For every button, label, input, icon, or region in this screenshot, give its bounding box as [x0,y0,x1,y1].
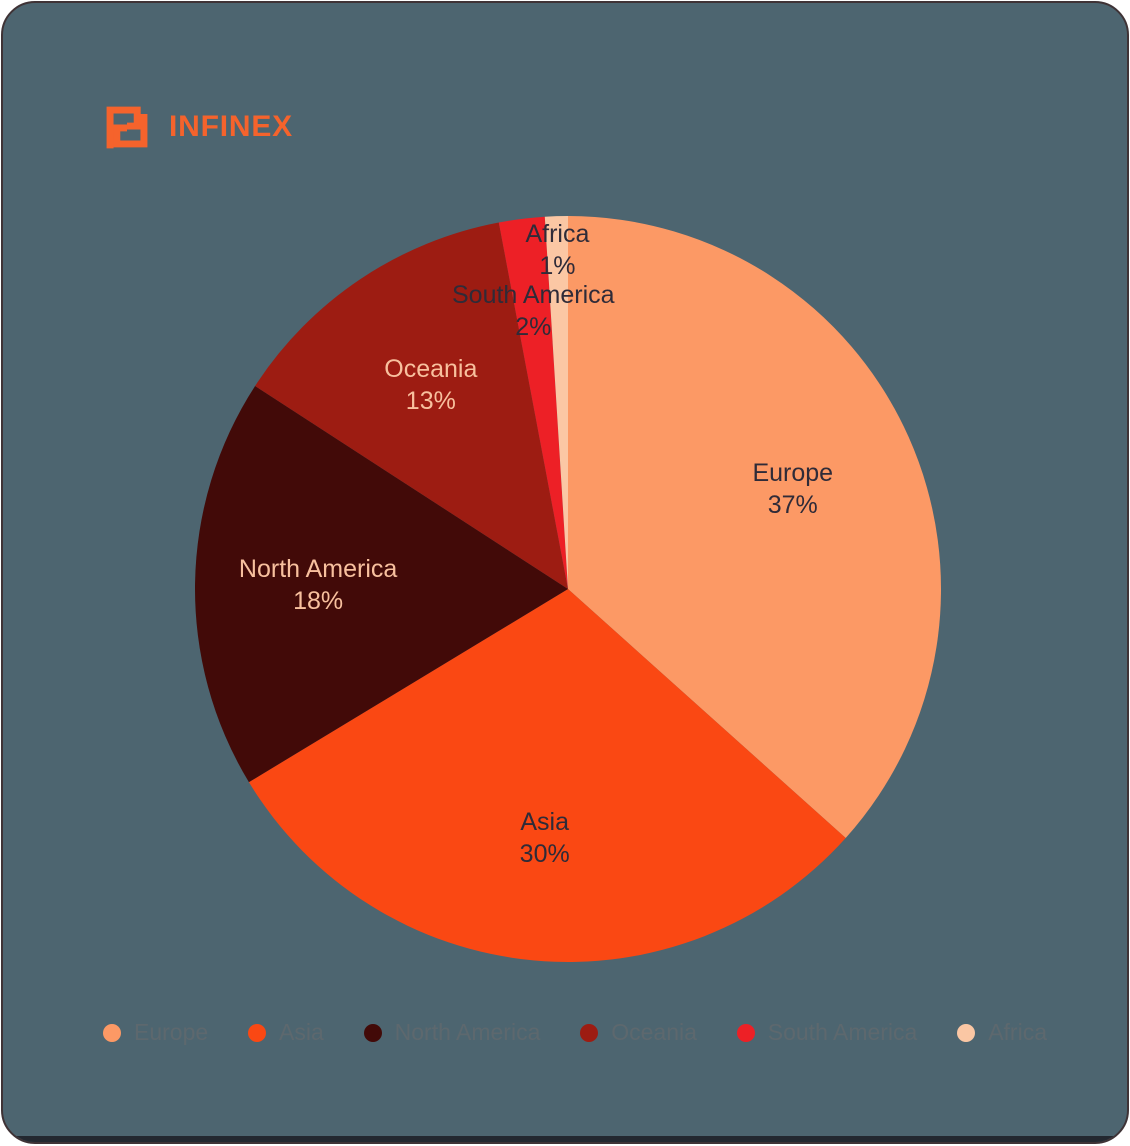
pie-slice-north-america[interactable] [194,386,568,783]
legend-item-africa[interactable]: Africa [957,1019,1047,1046]
pie-slice-africa[interactable] [544,216,568,589]
legend-item-north-america[interactable]: North America [363,1019,541,1046]
legend-dot-africa [957,1023,976,1042]
pie-svg [194,216,941,962]
legend-dot-oceania [580,1023,599,1042]
legend-label: Oceania [611,1019,697,1045]
pie-slice-asia[interactable] [248,589,846,962]
legend-dot-north-america [363,1023,382,1042]
legend-dot-europe [103,1023,121,1042]
infinex-logo-icon [106,106,148,149]
legend-label: North America [394,1019,541,1045]
brand-name: INFINEX [169,110,293,143]
pie-chart: Europe 37% Asia 30% North America 18% Oceania 1… [193,214,943,964]
legend-dot-south-america [736,1023,755,1042]
pie-slice-south-america[interactable] [498,216,568,589]
legend-item-asia[interactable]: Asia [248,1019,324,1046]
chart-legend: Europe Asia North America Oceania South Amer… [103,1019,1047,1046]
legend-label: Europe [134,1019,209,1045]
legend-label: Asia [279,1019,324,1045]
bottom-edge-bar [3,1136,1127,1142]
pie-slice-europe[interactable] [568,216,941,839]
pie-slice-oceania[interactable] [255,222,568,590]
legend-item-south-america[interactable]: South America [736,1019,918,1046]
legend-label: South America [767,1019,918,1045]
legend-label: Africa [988,1019,1047,1045]
legend-item-oceania[interactable]: Oceania [580,1019,697,1046]
brand-header: INFINEX [101,101,293,153]
legend-item-europe[interactable]: Europe [103,1019,208,1046]
legend-dot-asia [248,1023,267,1042]
